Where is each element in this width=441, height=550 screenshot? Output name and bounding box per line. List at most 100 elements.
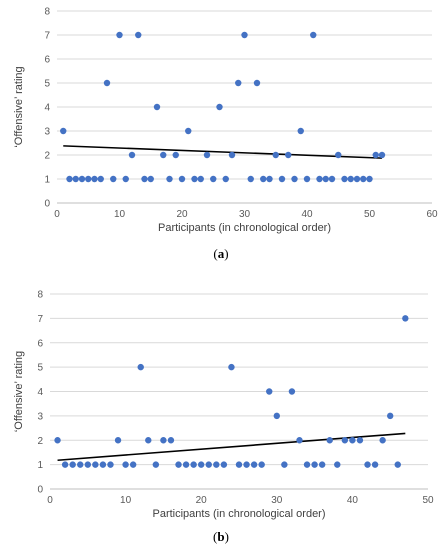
y-tick-label: 3 xyxy=(37,411,43,422)
data-point xyxy=(198,461,205,468)
data-point xyxy=(160,151,167,159)
data-point xyxy=(191,175,198,183)
x-tick-label: 10 xyxy=(114,209,126,220)
data-point xyxy=(243,461,250,468)
data-point xyxy=(114,437,122,444)
y-tick-label: 2 xyxy=(37,436,43,447)
data-point xyxy=(394,461,401,468)
data-point xyxy=(353,175,361,183)
data-point xyxy=(311,461,318,468)
y-tick-label: 5 xyxy=(44,79,50,90)
data-point xyxy=(310,31,317,39)
data-point xyxy=(341,175,348,183)
data-point xyxy=(122,175,129,183)
data-point xyxy=(222,175,229,183)
data-point xyxy=(116,31,123,39)
data-point xyxy=(107,461,114,468)
data-point xyxy=(372,151,379,159)
data-point xyxy=(356,437,364,444)
data-point xyxy=(402,315,409,322)
y-tick-label: 7 xyxy=(37,314,43,325)
x-tick-label: 0 xyxy=(47,495,53,506)
chart-b-y-axis-title: ‘Offensive’ rating xyxy=(13,351,25,432)
chart-b: 0 1 2 3 4 5 6 7 8 0 10 20 30 40 50 ‘Offensive’ rating… xyxy=(13,290,434,545)
data-point xyxy=(54,437,61,444)
data-point xyxy=(213,461,220,468)
chart-a-y-axis-title: ‘Offensive’ rating xyxy=(13,66,25,147)
y-tick-label: 3 xyxy=(44,127,50,138)
data-point xyxy=(92,461,99,468)
data-point xyxy=(288,388,296,395)
y-tick-label: 4 xyxy=(37,387,43,398)
x-tick-label: 10 xyxy=(120,495,132,506)
y-tick-label: 1 xyxy=(44,175,50,186)
data-point xyxy=(285,151,292,159)
data-point xyxy=(360,175,367,183)
data-point xyxy=(122,461,129,468)
chart-b-y-ticks: 0 1 2 3 4 5 6 7 8 xyxy=(37,290,43,496)
chart-a-gridlines xyxy=(57,10,432,204)
data-point xyxy=(175,461,182,468)
data-point xyxy=(297,127,304,135)
data-point xyxy=(97,175,104,183)
data-point xyxy=(247,175,254,183)
data-point xyxy=(91,175,98,183)
data-point xyxy=(128,151,136,159)
data-point xyxy=(203,151,211,159)
data-point xyxy=(167,437,175,444)
data-point xyxy=(61,461,69,468)
chart-a-x-axis-title: Participants (in chronological order) xyxy=(158,222,331,234)
data-point xyxy=(66,175,73,183)
y-tick-label: 6 xyxy=(37,338,43,349)
data-point xyxy=(69,461,76,468)
y-tick-label: 1 xyxy=(37,460,43,471)
data-point xyxy=(137,363,144,371)
data-point xyxy=(241,31,248,39)
data-point xyxy=(197,175,204,183)
chart-a-caption: (a) xyxy=(213,246,228,261)
x-tick-label: 40 xyxy=(347,495,359,506)
data-point xyxy=(216,103,223,111)
chart-a-caption-label: a xyxy=(218,246,225,261)
x-tick-label: 30 xyxy=(271,495,283,506)
data-point xyxy=(364,461,371,468)
data-point xyxy=(205,461,212,468)
chart-a-y-ticks: 0 1 2 3 4 5 6 7 8 xyxy=(44,7,50,210)
data-point xyxy=(266,388,273,395)
x-tick-label: 40 xyxy=(301,209,313,220)
chart-b-x-ticks: 0 10 20 30 40 50 xyxy=(47,495,434,506)
data-point xyxy=(153,103,161,111)
x-tick-label: 30 xyxy=(239,209,251,220)
y-tick-label: 8 xyxy=(37,290,43,301)
chart-b-caption: (b) xyxy=(213,529,229,544)
chart-a-points xyxy=(60,31,386,183)
chart-b-points xyxy=(54,315,409,468)
x-tick-label: 0 xyxy=(54,209,60,220)
data-point xyxy=(141,175,148,183)
data-point xyxy=(152,461,160,468)
data-point xyxy=(99,461,107,468)
data-point xyxy=(210,175,217,183)
data-point xyxy=(341,437,349,444)
data-point xyxy=(220,461,228,468)
data-point xyxy=(349,437,356,444)
data-point xyxy=(228,363,235,371)
data-point xyxy=(278,175,286,183)
y-tick-label: 2 xyxy=(44,151,50,162)
chart-a: 0 1 2 3 4 5 6 7 8 0 10 20 30 40 50 60 ‘Offensive’ rati… xyxy=(13,7,438,262)
data-point xyxy=(347,175,354,183)
chart-b-x-axis-title: Participants (in chronological order) xyxy=(152,508,325,520)
data-point xyxy=(318,461,326,468)
data-point xyxy=(110,175,117,183)
data-point xyxy=(185,127,192,135)
x-tick-label: 50 xyxy=(364,209,376,220)
data-point xyxy=(190,461,197,468)
x-tick-label: 20 xyxy=(196,495,208,506)
data-point xyxy=(60,127,67,135)
data-point xyxy=(166,175,173,183)
y-tick-label: 6 xyxy=(44,55,50,66)
y-tick-label: 0 xyxy=(37,485,43,496)
data-point xyxy=(371,461,379,468)
chart-a-trendline-group xyxy=(63,145,383,159)
data-point xyxy=(84,461,92,468)
